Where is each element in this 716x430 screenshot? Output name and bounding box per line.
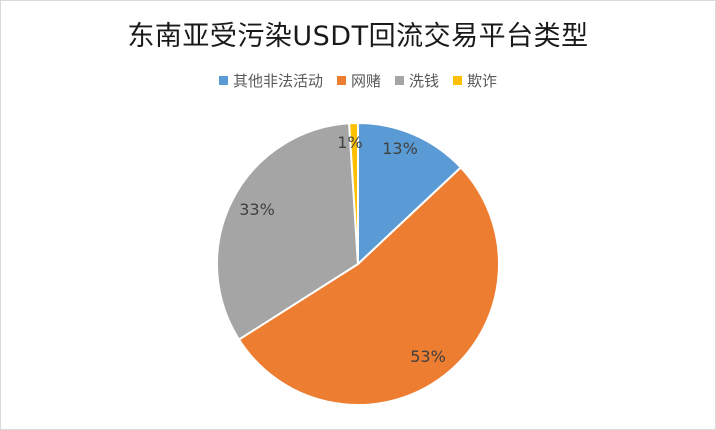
pie-slice-gambling [237,166,500,406]
legend-swatch-laundering [395,76,404,85]
pie-slice-other [357,121,463,267]
legend-item-other: 其他非法活动 [218,70,323,91]
data-label-fraud: 1% [337,133,362,152]
data-label-gambling: 53% [410,347,446,366]
legend-item-fraud: 欺诈 [453,70,497,91]
legend-item-laundering: 洗钱 [395,70,439,91]
legend-label-fraud: 欺诈 [467,72,498,90]
chart-title: 东南亚受污染USDT回流交易平台类型 [127,21,589,52]
data-label-laundering: 33% [239,200,275,219]
legend-label-laundering: 洗钱 [409,72,440,90]
legend-swatch-fraud [453,76,463,85]
legend-label-gambling: 网赌 [350,72,381,90]
pie-slice-laundering [216,122,360,341]
legend-label-other: 其他非法活动 [232,72,323,90]
data-label-other: 13% [382,139,418,158]
legend: 其他非法活动 网赌 洗钱 欺诈 [0,70,716,91]
pie-slice-fraud [348,121,359,265]
legend-swatch-gambling [336,76,346,85]
legend-item-gambling: 网赌 [336,70,381,91]
legend-swatch-other [218,76,228,85]
